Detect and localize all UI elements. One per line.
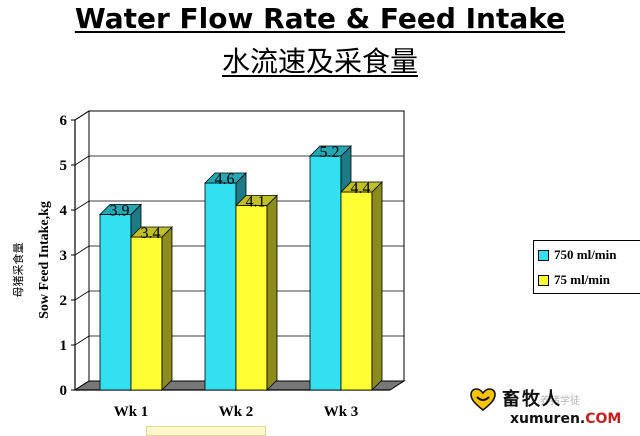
watermark-faint-text: 养猪学徒 <box>540 396 580 407</box>
watermark-url-suffix: COM <box>585 411 622 427</box>
data-label-1-1: 4.1 <box>246 194 266 211</box>
gridline-diag <box>74 245 90 256</box>
bar-1-0 <box>130 236 163 391</box>
data-label-1-0: 3.4 <box>141 225 161 242</box>
bottom-yellow-strip <box>146 426 266 436</box>
y-axis-label: Sow Feed Intake,kg <box>37 201 52 319</box>
legend-swatch-yellow <box>538 274 549 286</box>
bar-0-2 <box>309 155 342 391</box>
legend-label-75: 75 ml/min <box>554 272 610 287</box>
bar-top-0-0 <box>99 204 142 215</box>
y-tick-label: 4 <box>60 203 68 219</box>
gridline-diag <box>74 200 90 211</box>
y-tick-label: 2 <box>60 293 68 309</box>
legend-item-750: 750 ml/min <box>534 244 640 266</box>
gridline-diag <box>74 155 90 166</box>
bar-1-2 <box>340 191 373 391</box>
y-tick-label: 5 <box>60 158 68 174</box>
watermark-brand: 畜牧人 <box>502 389 562 410</box>
data-label-1-2: 4.4 <box>351 180 371 197</box>
watermark-url-main: xumuren. <box>510 411 586 427</box>
y-tick-label: 3 <box>60 248 68 264</box>
chart-subtitle: 水流速及采食量 <box>221 45 418 78</box>
bar-top-0-2 <box>309 145 352 157</box>
x-tick-label: Wk 1 <box>114 404 149 420</box>
bar-side-1-2 <box>371 181 383 391</box>
legend-swatch-cyan <box>538 249 549 261</box>
heart-logo-icon <box>470 388 496 412</box>
chart-title: Water Flow Rate & Feed Intake <box>74 2 566 35</box>
watermark-url: xumuren.COM <box>510 411 621 427</box>
y-axis-label-chinese: 母猪采食量 <box>11 243 25 298</box>
bar-1-1 <box>235 205 268 391</box>
gridline-diag <box>74 335 90 346</box>
data-label-0-0: 3.9 <box>110 203 130 220</box>
chart-legend: 750 ml/min 75 ml/min <box>533 240 640 294</box>
x-tick-label: Wk 2 <box>219 404 254 420</box>
y-tick-label: 1 <box>60 338 68 354</box>
bar-top-1-0 <box>130 226 173 238</box>
bar-side-1-0 <box>161 226 173 391</box>
bar-top-0-1 <box>204 172 247 184</box>
bar-top-1-2 <box>340 181 383 193</box>
bar-top-1-1 <box>235 195 278 206</box>
bar-0-0 <box>99 214 132 391</box>
x-tick-label: Wk 3 <box>324 404 359 420</box>
data-label-0-1: 4.6 <box>215 171 235 188</box>
bar-0-1 <box>204 182 237 391</box>
bar-side-1-1 <box>266 194 278 391</box>
legend-label-750: 750 ml/min <box>554 247 617 262</box>
gridline-diag <box>74 110 90 121</box>
gridline-diag <box>74 290 90 301</box>
legend-item-75: 75 ml/min <box>534 269 640 291</box>
data-label-0-2: 5.2 <box>320 144 340 161</box>
y-tick-label: 6 <box>60 113 68 129</box>
y-tick-label: 0 <box>60 383 68 399</box>
